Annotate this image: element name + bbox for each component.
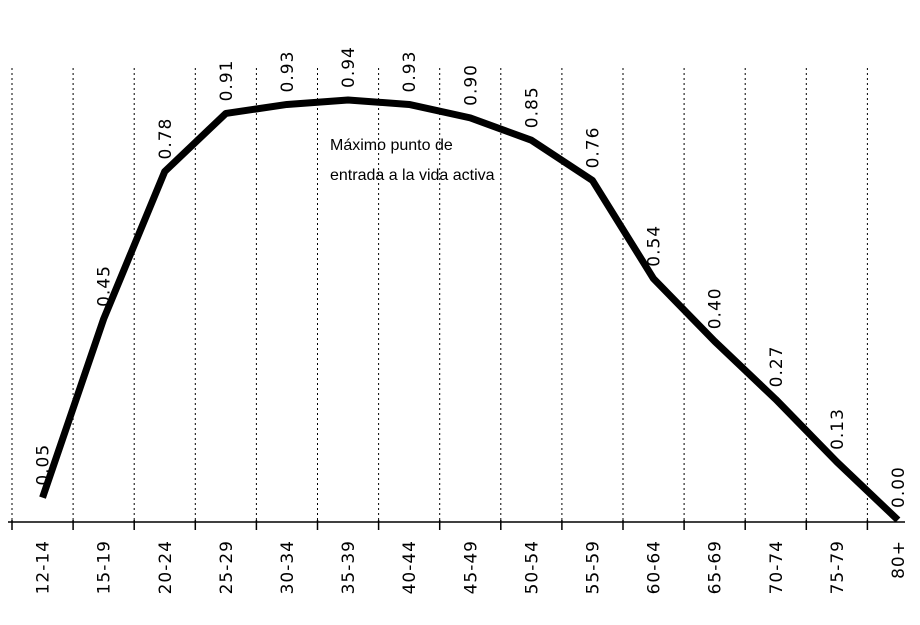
line (39, 96, 901, 523)
data-label: 0.45 (95, 265, 115, 307)
data-label: 0.85 (522, 86, 542, 128)
data-label: 0.54 (645, 225, 665, 267)
x-tick-label: 30-34 (278, 540, 298, 594)
data-label: 0.93 (278, 51, 298, 93)
data-label: 0.78 (156, 118, 176, 160)
x-tick-label: 70-74 (767, 540, 787, 594)
x-tick-label: 50-54 (522, 540, 542, 594)
x-tick-label: 20-24 (156, 540, 176, 594)
x-tick-label: 45-49 (461, 540, 481, 594)
annotation: Máximo punto de (330, 137, 453, 154)
data-label: 0.27 (767, 346, 787, 388)
data-label: 0.93 (400, 51, 420, 93)
x-tick-label: 75-79 (828, 540, 848, 594)
data-label: 0.40 (706, 287, 726, 329)
x-tick-label: 12-14 (34, 540, 54, 594)
x-tick-label: 80+ (889, 540, 909, 579)
x-tick-label: 60-64 (645, 540, 665, 594)
x-tick-label: 25-29 (217, 540, 237, 594)
data-label: 0.90 (461, 64, 481, 106)
data-label: 0.13 (828, 408, 848, 450)
data-label: 0.94 (339, 46, 359, 88)
data-label: 0.00 (889, 466, 909, 508)
data-label: 0.05 (34, 444, 54, 486)
x-tick-label: 40-44 (400, 540, 420, 594)
x-tick-label: 15-19 (95, 540, 115, 594)
annotation: entrada a la vida activa (330, 167, 495, 184)
x-tick-label: 35-39 (339, 540, 359, 594)
x-tick-label: 65-69 (706, 540, 726, 594)
x-tick-label: 55-59 (583, 540, 603, 594)
data-label: 0.76 (583, 127, 603, 169)
data-label: 0.91 (217, 60, 237, 102)
